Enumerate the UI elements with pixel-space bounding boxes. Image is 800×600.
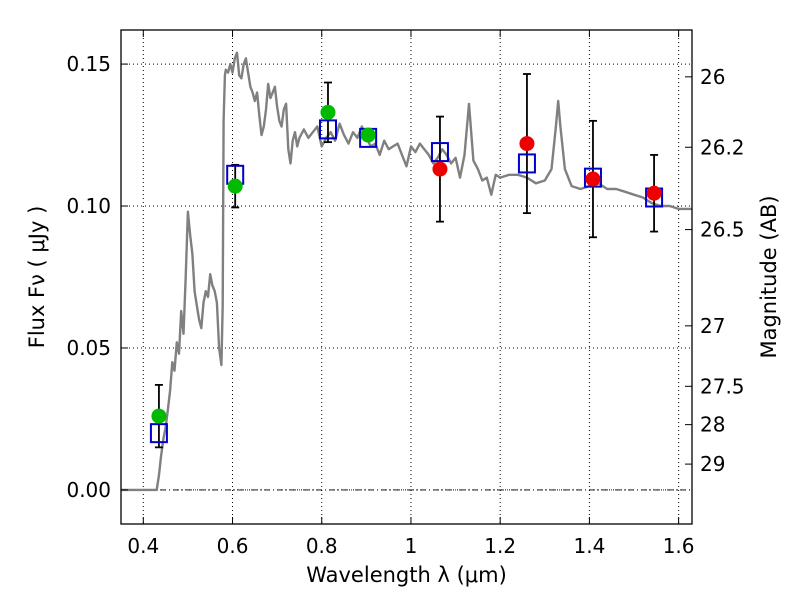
plot-frame	[120, 29, 693, 525]
y-tick-label: 0.05	[66, 336, 111, 360]
model-photometry-square	[318, 119, 337, 140]
observed-point-nir	[432, 161, 448, 177]
right-tick-label: 29	[700, 452, 725, 476]
y-axis-label: Flux Fν ( μJy )	[25, 206, 49, 349]
observed-point-optical	[360, 127, 376, 143]
x-tick-label: 0.6	[217, 534, 249, 558]
y-tick-label: 0.10	[66, 194, 111, 218]
x-tick-label: 0.8	[306, 534, 338, 558]
model-photometry-square	[583, 167, 602, 188]
x-tick-label: 1.2	[484, 534, 516, 558]
observed-point-optical	[320, 104, 336, 120]
right-tick-label: 26.5	[700, 218, 745, 242]
right-tick-label: 27.5	[700, 374, 745, 398]
y-tick-label: 0.00	[66, 478, 111, 502]
model-photometry-square	[430, 142, 449, 163]
y-tick-label: 0.15	[66, 52, 111, 76]
right-tick-label: 26.2	[700, 135, 745, 159]
model-photometry-square	[149, 423, 168, 444]
x-tick-label: 1.6	[663, 534, 695, 558]
x-tick-label: 1	[405, 534, 418, 558]
x-tick-label: 0.4	[127, 534, 159, 558]
model-photometry-square	[517, 153, 536, 174]
observed-point-optical	[227, 178, 243, 194]
observed-point-optical	[151, 408, 167, 424]
observed-point-nir	[646, 185, 662, 201]
observed-point-nir	[519, 136, 535, 152]
right-axis-label: Magnitude (AB)	[757, 195, 781, 358]
observed-point-nir	[585, 171, 601, 187]
x-tick-label: 1.4	[573, 534, 605, 558]
right-tick-label: 28	[700, 413, 725, 437]
right-tick-label: 27	[700, 314, 725, 338]
plot-area: 0.4 0.6 0.8 1 1.2 1.4 1.6 0.00 0.05 0.10 0.15 26 26.…	[25, 29, 781, 587]
x-axis-label: Wavelength λ (μm)	[306, 563, 507, 587]
right-tick-label: 26	[700, 65, 725, 89]
model-spectrum-line	[121, 51, 692, 492]
